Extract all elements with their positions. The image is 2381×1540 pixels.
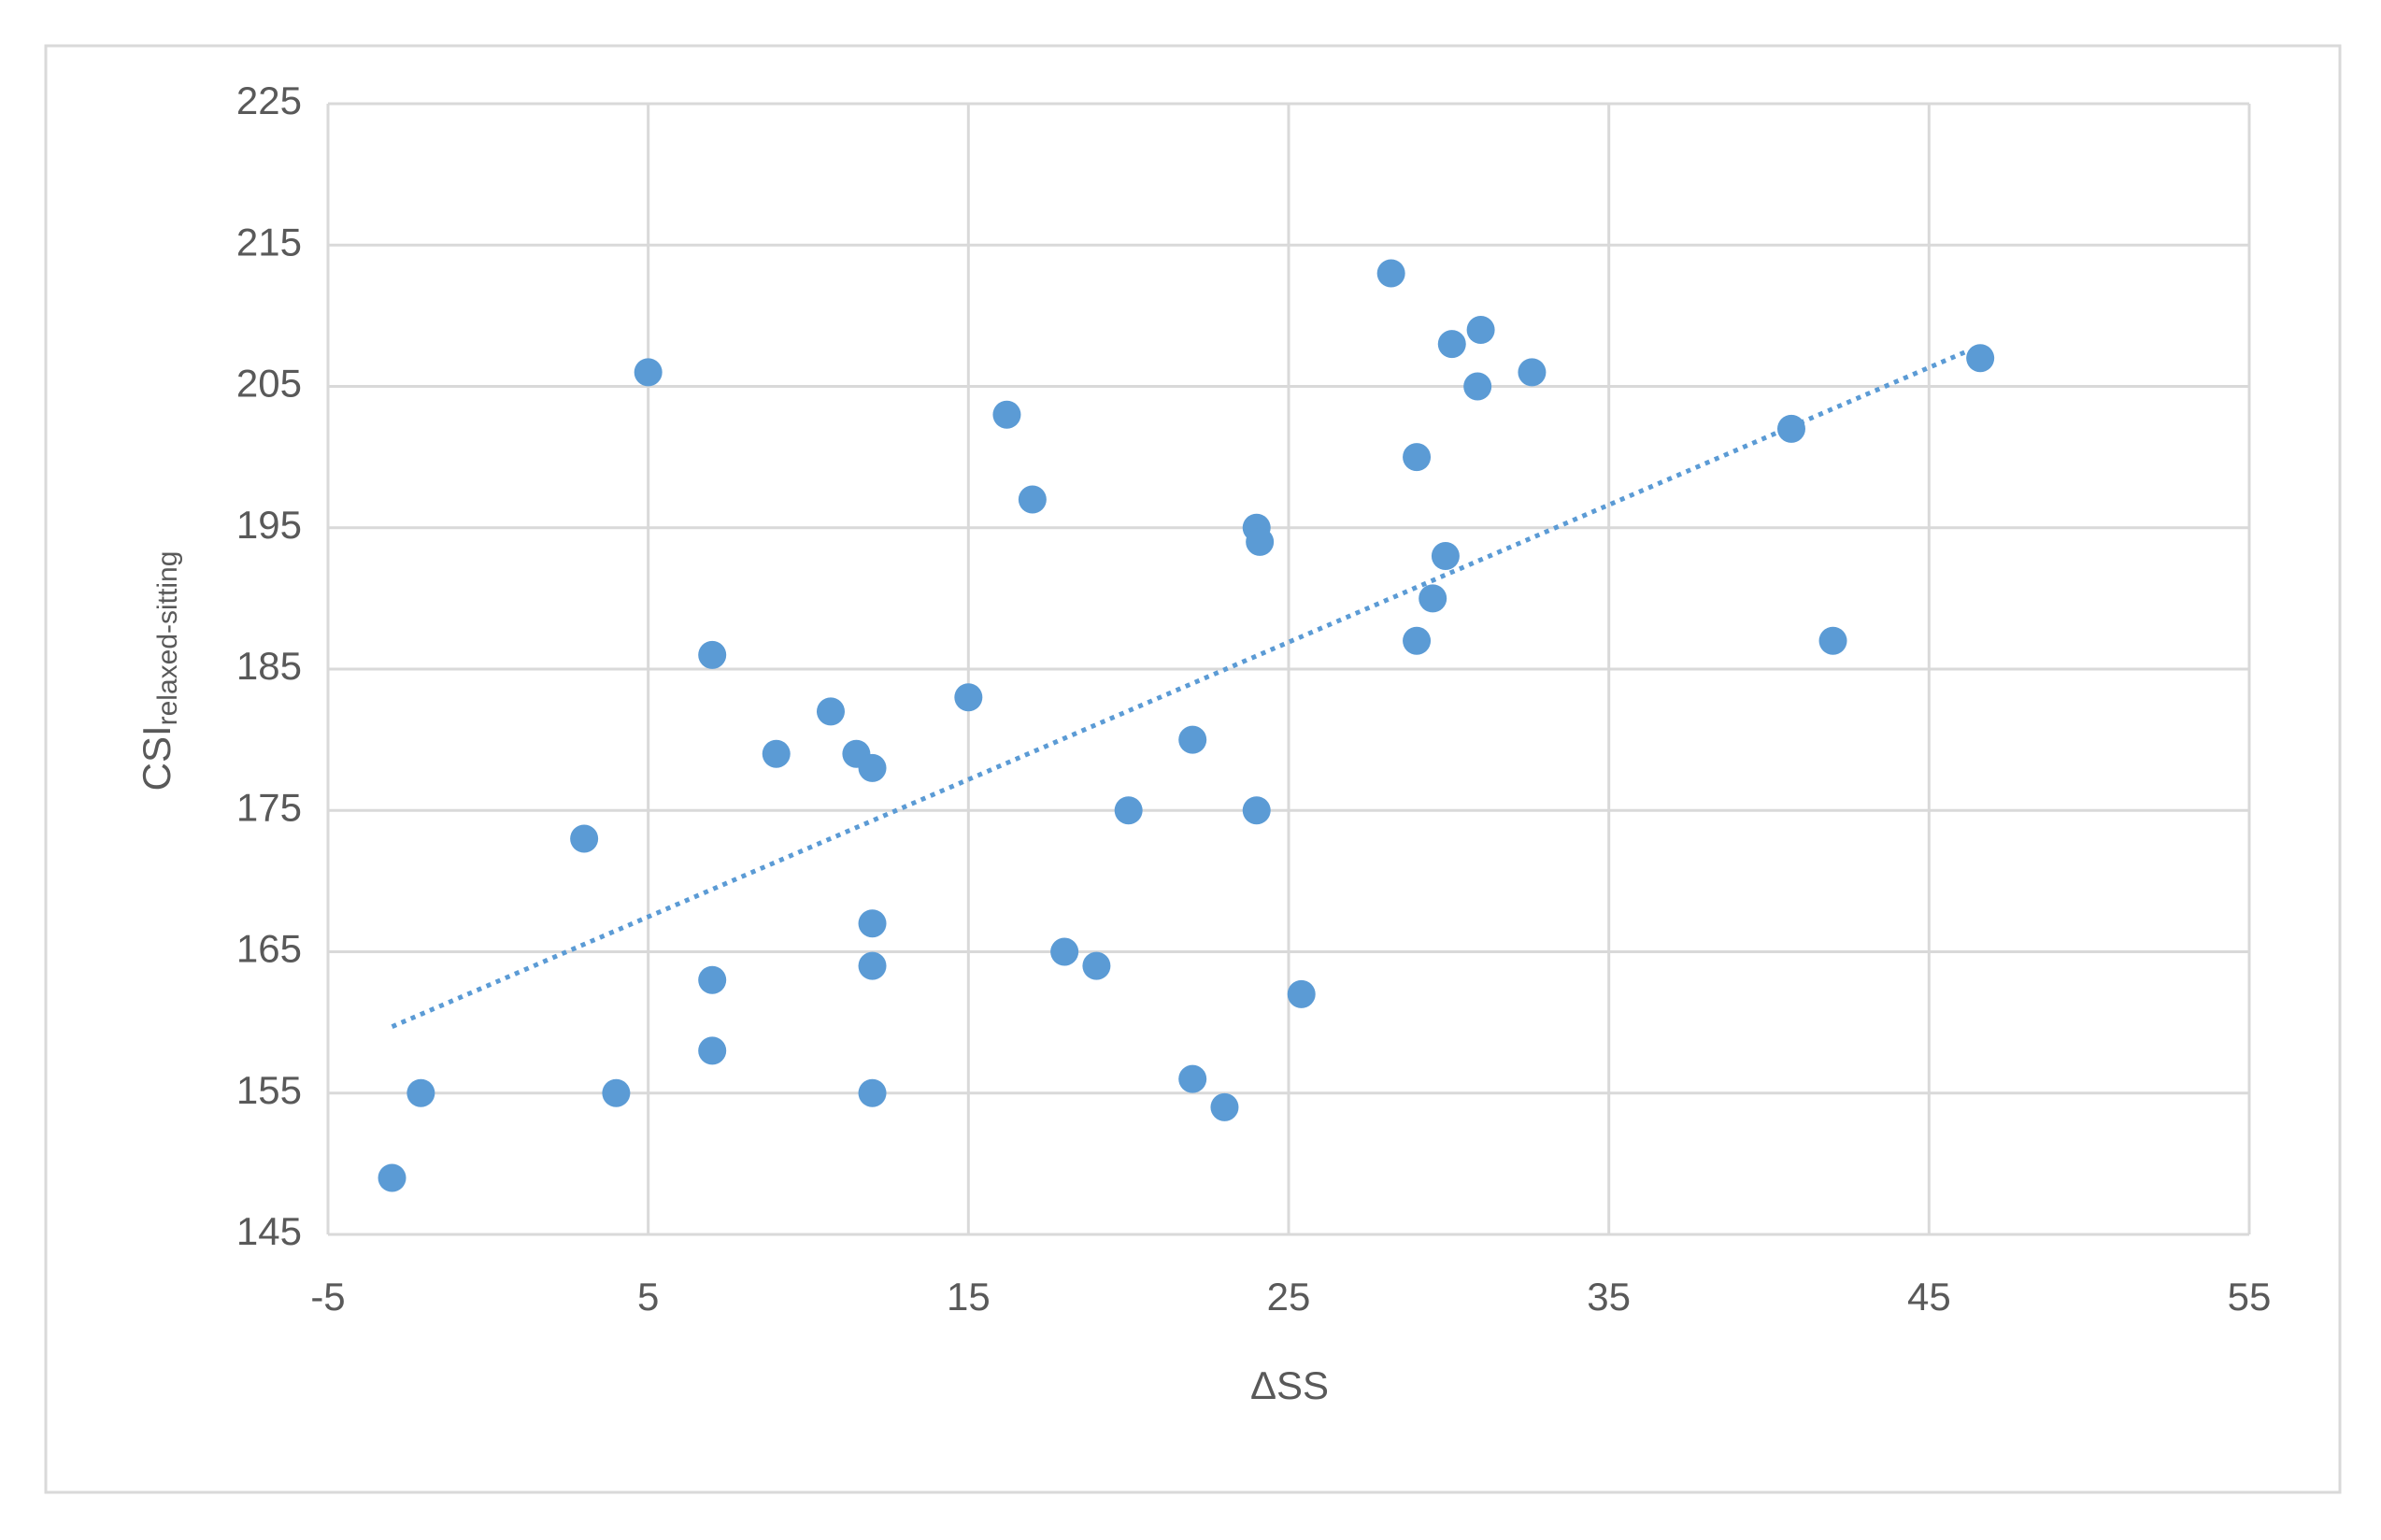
data-point <box>1431 542 1460 570</box>
data-point <box>1818 626 1847 655</box>
y-tick-label: 205 <box>236 362 302 406</box>
y-tick-label: 165 <box>236 927 302 971</box>
data-point <box>698 1036 727 1065</box>
data-point <box>406 1078 435 1107</box>
data-point <box>698 965 727 994</box>
data-point <box>1776 414 1805 443</box>
y-tick-label: 145 <box>236 1209 302 1253</box>
data-point <box>816 697 845 726</box>
data-point <box>570 824 599 853</box>
data-point <box>602 1078 631 1107</box>
data-point <box>698 640 727 669</box>
data-point <box>858 753 887 782</box>
y-tick-label: 175 <box>236 785 302 829</box>
data-point <box>1210 1092 1239 1121</box>
data-point <box>1403 626 1432 655</box>
data-point <box>1403 443 1432 472</box>
data-point <box>1082 951 1111 980</box>
y-axis-label-main: CSI <box>135 725 178 791</box>
data-point <box>1463 372 1492 401</box>
y-tick-label: 225 <box>236 78 302 122</box>
data-point <box>762 739 791 768</box>
x-axis-label: ΔSS <box>1250 1363 1329 1407</box>
data-point <box>858 909 887 938</box>
data-point <box>1376 259 1405 288</box>
data-point <box>1242 796 1271 825</box>
data-point <box>634 358 663 387</box>
data-point <box>1419 584 1447 613</box>
data-point <box>1246 527 1275 556</box>
y-tick-label: 215 <box>236 220 302 264</box>
x-tick-label: 35 <box>1587 1275 1631 1319</box>
y-tick-label: 185 <box>236 644 302 688</box>
data-point <box>1178 725 1207 754</box>
chart-frame <box>44 44 2342 1494</box>
data-point <box>954 683 983 712</box>
y-tick-label: 155 <box>236 1068 302 1112</box>
data-point <box>1466 316 1495 344</box>
data-point <box>858 1078 887 1107</box>
data-point <box>1437 330 1466 359</box>
x-tick-label: 25 <box>1267 1275 1311 1319</box>
x-tick-label: 5 <box>637 1275 659 1319</box>
data-point <box>1018 485 1047 514</box>
data-point <box>1966 344 1995 373</box>
data-point <box>992 400 1021 429</box>
x-tick-label: 15 <box>947 1275 991 1319</box>
y-tick-label: 195 <box>236 503 302 547</box>
x-tick-label: 55 <box>2228 1275 2272 1319</box>
data-point <box>1050 937 1079 966</box>
data-point <box>1114 796 1143 825</box>
data-point <box>378 1163 406 1192</box>
data-point <box>1178 1064 1207 1093</box>
data-point <box>858 951 887 980</box>
data-point <box>1518 358 1547 387</box>
trendline <box>391 349 1969 1029</box>
data-point <box>1287 979 1316 1008</box>
x-tick-label: -5 <box>310 1275 345 1319</box>
y-axis-label: CSIrelaxed-sitting <box>135 551 183 791</box>
y-axis-label-sub: relaxed-sitting <box>152 551 183 726</box>
x-tick-label: 45 <box>1907 1275 1951 1319</box>
